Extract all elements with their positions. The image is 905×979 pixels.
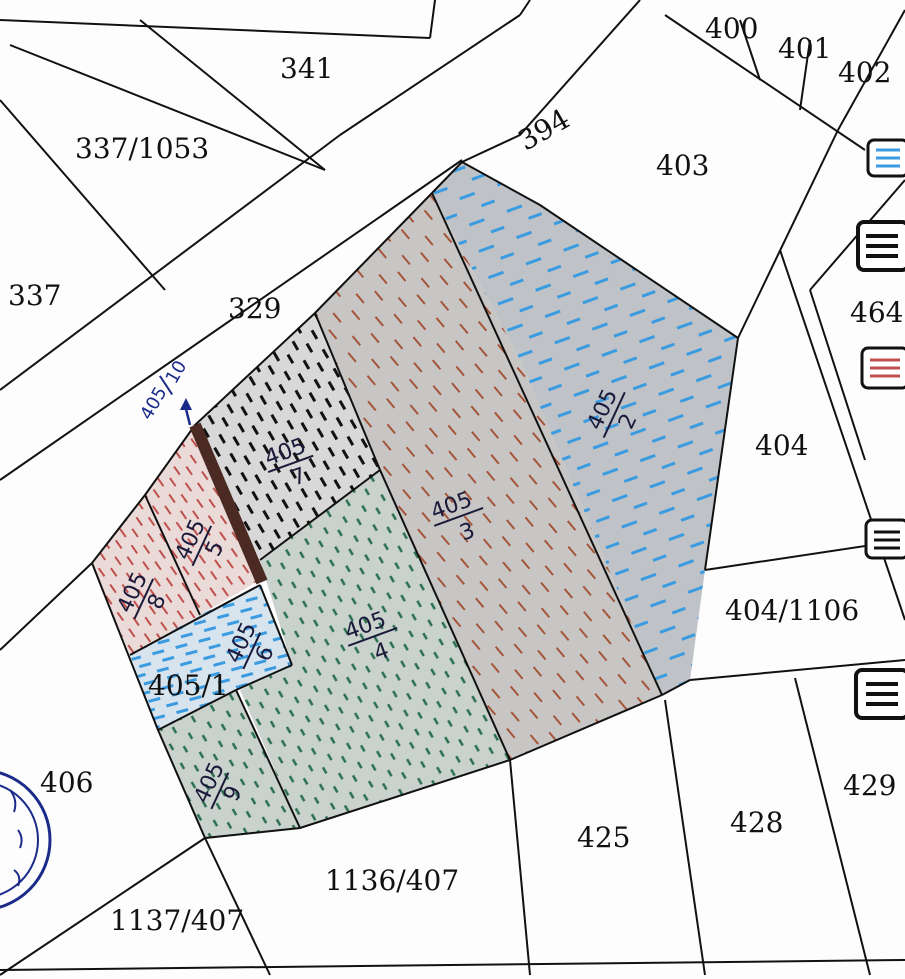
- legend-icons: [854, 138, 905, 720]
- subplot-405-6-area: [200, 585, 292, 690]
- parcel-label-405-1: 405/1: [148, 669, 229, 702]
- official-seal-icon: [0, 771, 52, 909]
- parcel-label-404: 404: [755, 429, 808, 462]
- parcel-label-428: 428: [730, 806, 783, 839]
- parcel-label-329: 329: [228, 292, 281, 325]
- parcel-label-404-1106: 404/1106: [725, 594, 859, 627]
- subplot-405-10-strip: [189, 422, 268, 585]
- subplot-405-4-area: [240, 470, 510, 828]
- parcel-label-403: 403: [656, 149, 709, 182]
- subplot-405-2-area: [432, 162, 738, 695]
- parcel-label-337: 337: [8, 279, 61, 312]
- blue-hatch-icon: [866, 138, 905, 178]
- parcel-label-1136-407: 1136/407: [325, 864, 459, 897]
- black-hatch-icon-2: [864, 518, 905, 560]
- subplot-405-5-area: [145, 425, 260, 615]
- parcel-label-1137-407: 1137/407: [110, 904, 244, 937]
- subplot-405-3-area: [315, 193, 662, 760]
- parcel-label-400: 400: [705, 12, 758, 45]
- black-hatch-icon-3: [854, 668, 905, 720]
- subplot-405-9-area: [158, 690, 300, 838]
- parcel-label-402: 402: [838, 56, 891, 89]
- parcel-label-425: 425: [577, 821, 630, 854]
- parcel-labels: 341 337/1053 337 329 394 400 401 402 403…: [8, 12, 903, 937]
- subplot-405-1-area: [130, 615, 236, 730]
- parcel-label-337-1053: 337/1053: [75, 132, 209, 165]
- parcel-label-401: 401: [778, 32, 831, 65]
- parcel-label-429: 429: [843, 769, 896, 802]
- svg-text:10: 10: [162, 357, 192, 387]
- red-hatch-icon: [860, 346, 905, 390]
- subplot-405-7-area: [195, 313, 380, 560]
- subplot-405-8-area: [92, 495, 200, 655]
- arrow-head-icon: [180, 398, 192, 410]
- black-hatch-icon: [856, 220, 905, 272]
- parcel-label-394: 394: [513, 102, 576, 157]
- svg-text:405: 405: [136, 383, 171, 423]
- parcel-label-464: 464: [850, 296, 903, 329]
- parcel-label-406: 406: [40, 766, 93, 799]
- parcel-label-341: 341: [280, 52, 333, 85]
